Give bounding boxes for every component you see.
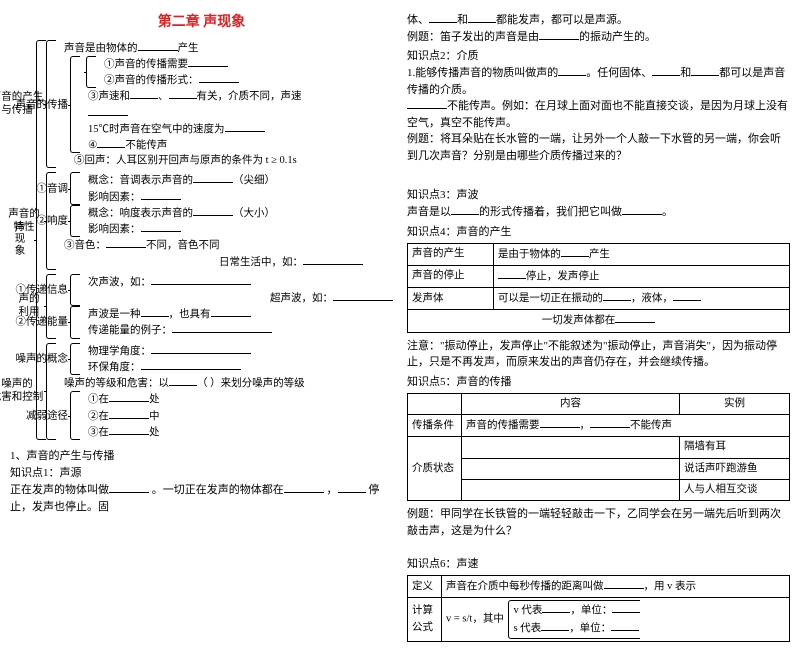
g4: 噪声的 危害和控制: [0, 379, 44, 404]
g1b: 声音的传播: [16, 97, 69, 112]
g1a: 声音是由物体的: [64, 43, 138, 54]
concept-tree: 声 现 象 声音的产生 与传播 声音是由物体的产生 声音的传播 ①声音的传播需要…: [36, 40, 393, 440]
right-column: 体、和都能发声，都可以是声源。 例题：笛子发出的声音是由的振动产生的。 知识点2…: [407, 12, 790, 647]
table-kp6: 定义声音在介质中每秒传播的距离叫做，用 v 表示 计算公式 v = s/t，其中…: [407, 575, 790, 642]
footer-text: 1、声音的产生与传播 知识点1：声源 正在发声的物体叫做 。一切正在发声的物体都…: [10, 448, 393, 515]
table-kp4: 声音的产生是由于物体的产生 声音的停止停止，发声停止 发声体可以是一切正在振动的…: [407, 243, 790, 333]
chapter-title: 第二章 声现象: [10, 12, 393, 34]
table-kp5: 内容实例 传播条件声音的传播需要，不能传声 介质状态隔墙有耳 说话声吓跑游鱼 人…: [407, 393, 790, 501]
